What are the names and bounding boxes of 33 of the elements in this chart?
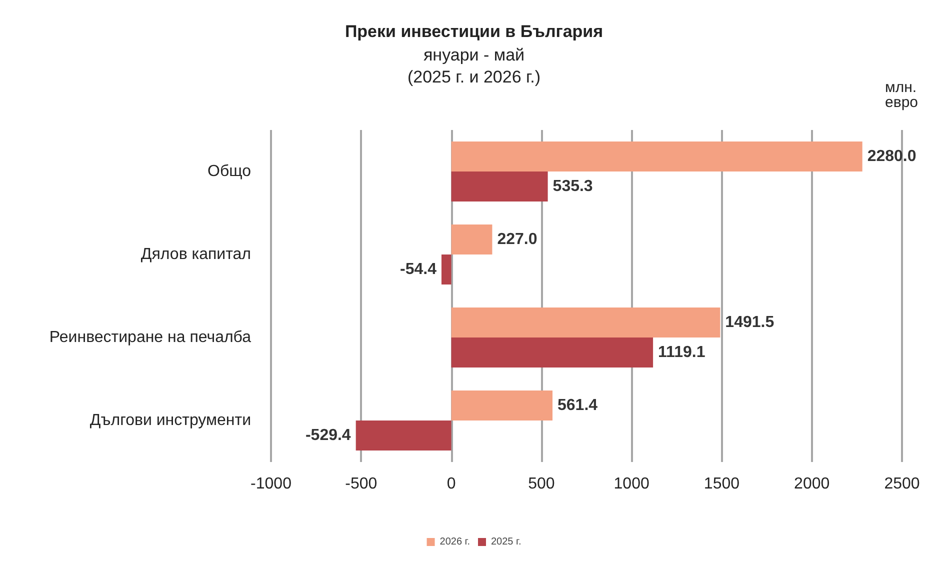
bar <box>451 308 720 338</box>
chart-title: Преки инвестиции в България <box>344 22 604 41</box>
legend-label: 2026 г. <box>440 536 470 548</box>
bar <box>441 254 452 284</box>
y-tick-label: Реинвестиране на печалба <box>49 329 252 346</box>
x-tick-label: -1000 <box>250 476 292 492</box>
x-axis-title: млн. евро <box>885 79 918 111</box>
data-label: 2280.0 <box>867 148 916 165</box>
x-tick-label: 1000 <box>614 476 650 492</box>
y-tick-label: Общо <box>208 163 252 180</box>
bar <box>451 142 862 172</box>
x-tick-label: 2500 <box>884 476 920 492</box>
data-label: 227.0 <box>497 231 538 248</box>
data-label: 1491.5 <box>725 314 774 331</box>
data-label: 1119.1 <box>658 344 706 361</box>
chart-subtitle: януари - май (2025 г. и 2026 г.) <box>407 46 541 86</box>
bar <box>451 338 654 368</box>
data-label: -529.4 <box>305 427 351 444</box>
x-tick-label: -500 <box>345 476 378 492</box>
y-tick-label: Дялов капитал <box>140 246 251 263</box>
data-label: 535.3 <box>552 178 593 195</box>
data-label: -54.4 <box>400 261 437 278</box>
bar <box>451 390 552 420</box>
legend-label: 2025 г. <box>491 536 522 548</box>
x-tick-label: 1500 <box>704 476 740 492</box>
bar <box>356 420 452 450</box>
x-tick-label: 0 <box>446 476 456 492</box>
x-tick-label: 500 <box>528 476 555 492</box>
x-tick-label: 2000 <box>794 476 830 492</box>
data-label: 561.4 <box>558 397 598 414</box>
bar <box>451 224 492 254</box>
y-tick-label: Дългови инструменти <box>90 412 251 429</box>
bar <box>451 172 548 202</box>
